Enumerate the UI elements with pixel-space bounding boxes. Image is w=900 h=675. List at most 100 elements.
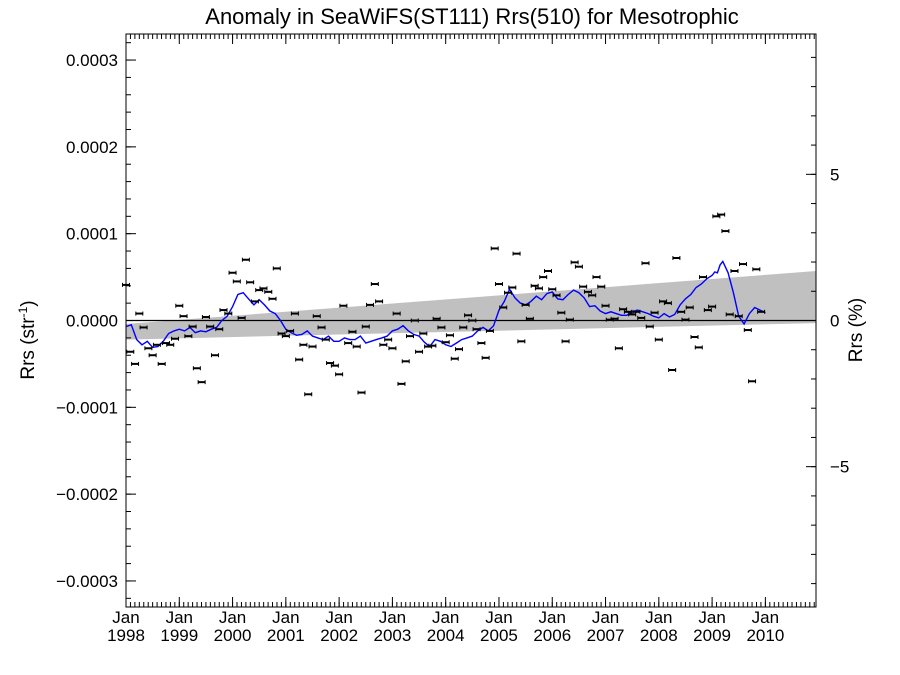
- data-point: [565, 317, 574, 322]
- data-point: [459, 325, 468, 330]
- x-tick-month-label: Jan: [485, 608, 512, 627]
- data-point: [437, 325, 446, 330]
- data-point: [379, 342, 388, 347]
- x-tick-year-label: 2010: [746, 626, 784, 645]
- data-point: [734, 314, 743, 319]
- x-tick-year-label: 2002: [320, 626, 358, 645]
- data-point: [583, 289, 592, 294]
- data-point: [370, 282, 379, 287]
- data-point: [512, 251, 521, 256]
- data-point: [508, 285, 517, 290]
- x-tick-month-label: Jan: [379, 608, 406, 627]
- y-right-tick-label: −5: [830, 458, 849, 477]
- y-tick-label: 0.0002: [66, 138, 118, 157]
- data-point: [268, 296, 277, 301]
- data-point: [472, 327, 481, 332]
- chart-title: Anomaly in SeaWiFS(ST111) Rrs(510) for M…: [205, 4, 738, 29]
- data-point: [290, 311, 299, 316]
- data-point: [694, 345, 703, 350]
- data-point: [201, 315, 210, 320]
- data-point: [628, 312, 637, 317]
- data-point: [397, 381, 406, 386]
- data-point: [725, 312, 734, 317]
- data-point: [321, 337, 330, 342]
- data-point: [139, 325, 148, 330]
- data-point: [730, 269, 739, 274]
- data-point: [246, 280, 255, 285]
- data-point: [206, 324, 215, 329]
- data-point: [348, 329, 357, 334]
- data-point: [175, 303, 184, 308]
- y-axis-right: 5 0 −5: [806, 56, 849, 585]
- data-point: [699, 275, 708, 280]
- data-point: [708, 304, 717, 309]
- x-tick-year-label: 2000: [214, 626, 252, 645]
- x-tick-year-label: 2003: [373, 626, 411, 645]
- data-point: [295, 357, 304, 362]
- data-point: [681, 317, 690, 322]
- data-point: [228, 270, 237, 275]
- data-point: [685, 305, 694, 310]
- data-point: [601, 303, 610, 308]
- data-point: [597, 284, 606, 289]
- y-tick-label: −0.0002: [56, 485, 118, 504]
- data-point: [588, 293, 597, 298]
- x-tick-month-label: Jan: [539, 608, 566, 627]
- y-tick-label: −0.0001: [56, 398, 118, 417]
- x-tick-month-label: Jan: [592, 608, 619, 627]
- data-point: [739, 262, 748, 267]
- data-point: [157, 361, 166, 366]
- data-point: [717, 212, 726, 217]
- x-tick-month-label: Jan: [698, 608, 725, 627]
- data-point: [126, 349, 135, 354]
- data-point: [525, 316, 534, 321]
- moving-average-line: [125, 260, 766, 349]
- data-point: [490, 246, 499, 251]
- moving-average: [125, 260, 766, 349]
- data-point: [405, 334, 414, 339]
- y-right-tick-label: 5: [830, 165, 839, 184]
- data-point: [131, 361, 140, 366]
- data-point: [690, 334, 699, 339]
- data-point: [237, 315, 246, 320]
- trend-band: [126, 271, 816, 340]
- x-tick-month-label: Jan: [752, 608, 779, 627]
- x-tick-year-label: 2009: [693, 626, 731, 645]
- data-point: [192, 366, 201, 371]
- data-point: [557, 310, 566, 315]
- data-point: [388, 346, 397, 351]
- data-point: [485, 328, 494, 333]
- x-tick-year-label: 2001: [267, 626, 305, 645]
- data-point: [392, 311, 401, 316]
- y-right-tick-label: 0: [830, 312, 839, 331]
- data-point: [410, 318, 419, 323]
- data-point: [752, 267, 761, 272]
- data-point: [654, 337, 663, 342]
- data-point: [494, 282, 503, 287]
- x-tick-year-label: 2006: [533, 626, 571, 645]
- data-point: [757, 309, 766, 314]
- data-point: [517, 339, 526, 344]
- data-point: [637, 315, 646, 320]
- data-point: [619, 307, 628, 312]
- x-tick-year-label: 1998: [107, 626, 145, 645]
- data-point: [672, 255, 681, 260]
- data-point: [357, 390, 366, 395]
- data-point: [481, 355, 490, 360]
- data-point: [330, 363, 339, 368]
- data-point: [650, 310, 659, 315]
- data-point: [144, 346, 153, 351]
- x-tick-month-label: Jan: [325, 608, 352, 627]
- y-tick-label: −0.0003: [56, 572, 118, 591]
- data-point: [135, 311, 144, 316]
- data-point: [721, 229, 730, 234]
- data-point: [219, 308, 228, 313]
- data-point: [592, 275, 601, 280]
- data-point: [188, 324, 197, 329]
- x-tick-month-label: Jan: [645, 608, 672, 627]
- x-tick-month-label: Jan: [112, 608, 139, 627]
- data-point: [748, 379, 757, 384]
- data-point: [264, 289, 273, 294]
- data-point: [468, 318, 477, 323]
